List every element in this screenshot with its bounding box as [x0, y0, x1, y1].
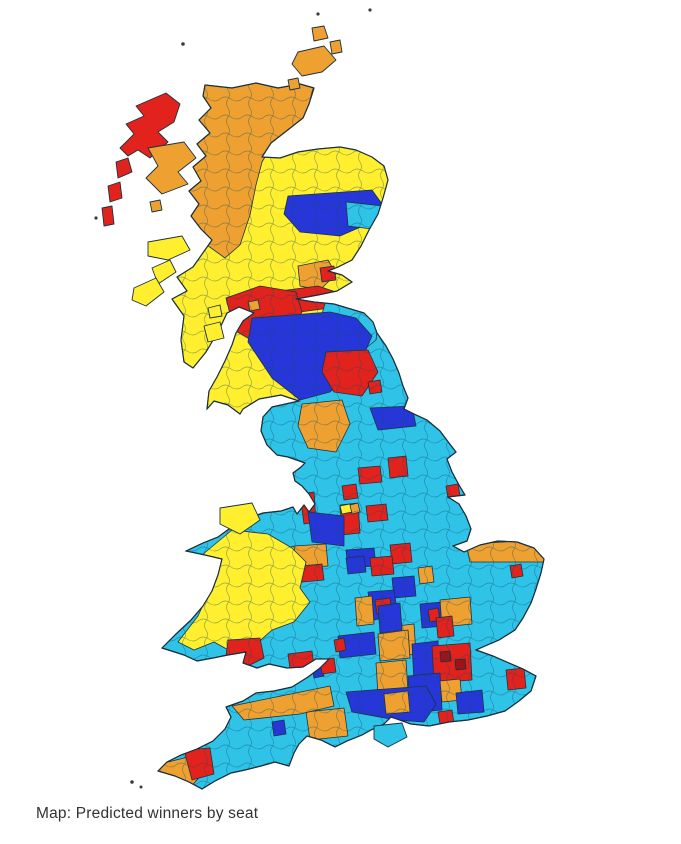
- islay-yellow[interactable]: [131, 277, 165, 307]
- tiny-islet-speck-0: [181, 42, 185, 46]
- skye-orange[interactable]: [145, 141, 197, 195]
- western-isles-islet-b[interactable]: [107, 181, 123, 203]
- islands-layer: [101, 25, 408, 748]
- orkney-islet-b[interactable]: [329, 39, 343, 55]
- tiny-islet-speck-1: [316, 12, 320, 16]
- western-isles-islet-a[interactable]: [115, 157, 133, 179]
- tiny-islet-speck-4: [130, 780, 134, 784]
- tiny-islet-speck-5: [139, 785, 143, 789]
- small-isles-orange[interactable]: [149, 199, 163, 213]
- orkney-main-orange[interactable]: [291, 45, 337, 77]
- tiny-islet-speck-3: [94, 216, 98, 220]
- islets-specks-layer: [94, 8, 372, 789]
- orkney-islet-c[interactable]: [287, 77, 301, 91]
- mull-yellow[interactable]: [147, 235, 191, 261]
- orkney-islet-a[interactable]: [311, 25, 329, 42]
- tiny-islet-speck-2: [368, 8, 372, 12]
- isle-of-wight-cyan[interactable]: [373, 722, 408, 748]
- great-britain-coastline: [157, 82, 545, 790]
- western-isles-red[interactable]: [119, 92, 181, 159]
- arran-yellow[interactable]: [203, 321, 225, 343]
- map-caption: Map: Predicted winners by seat: [36, 805, 259, 822]
- anglesey-yellow[interactable]: [219, 502, 261, 535]
- western-isles-islet-c[interactable]: [101, 205, 115, 227]
- southend-red-dot[interactable]: [497, 645, 511, 660]
- bute-yellow[interactable]: [207, 304, 223, 319]
